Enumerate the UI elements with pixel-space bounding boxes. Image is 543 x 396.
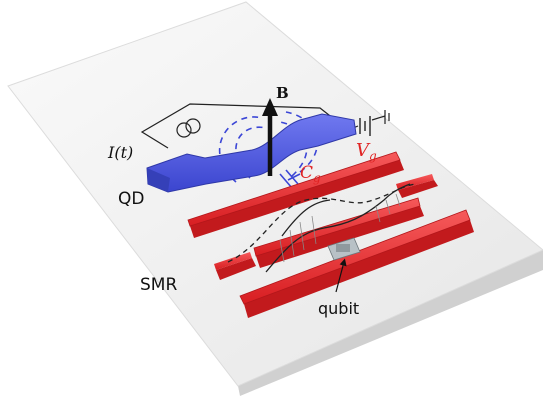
capacitor-icon	[279, 169, 301, 189]
bottom-electrode	[239, 209, 474, 318]
smr-label: SMR	[140, 275, 177, 295]
battery-icon	[359, 116, 371, 136]
arrow-icon	[262, 98, 278, 116]
ground-icon	[384, 110, 390, 124]
qubit-chip	[327, 237, 361, 261]
current-label: I(t)	[107, 143, 133, 162]
gate-voltage-label: Vg	[356, 140, 377, 163]
quantum-dot-device	[146, 113, 357, 193]
field-label: B	[276, 84, 289, 102]
current-source-icon	[176, 118, 201, 138]
qubit-pointer	[335, 258, 347, 293]
left-pad	[214, 252, 256, 280]
qubit-label: qubit	[318, 299, 359, 318]
wave-hatching	[279, 193, 401, 263]
gate-capacitance-label: Cg	[300, 163, 321, 185]
gate-electrode	[187, 151, 404, 238]
qd-label: QD	[118, 189, 144, 209]
standing-wave	[227, 183, 417, 273]
field-arrow	[262, 98, 278, 176]
